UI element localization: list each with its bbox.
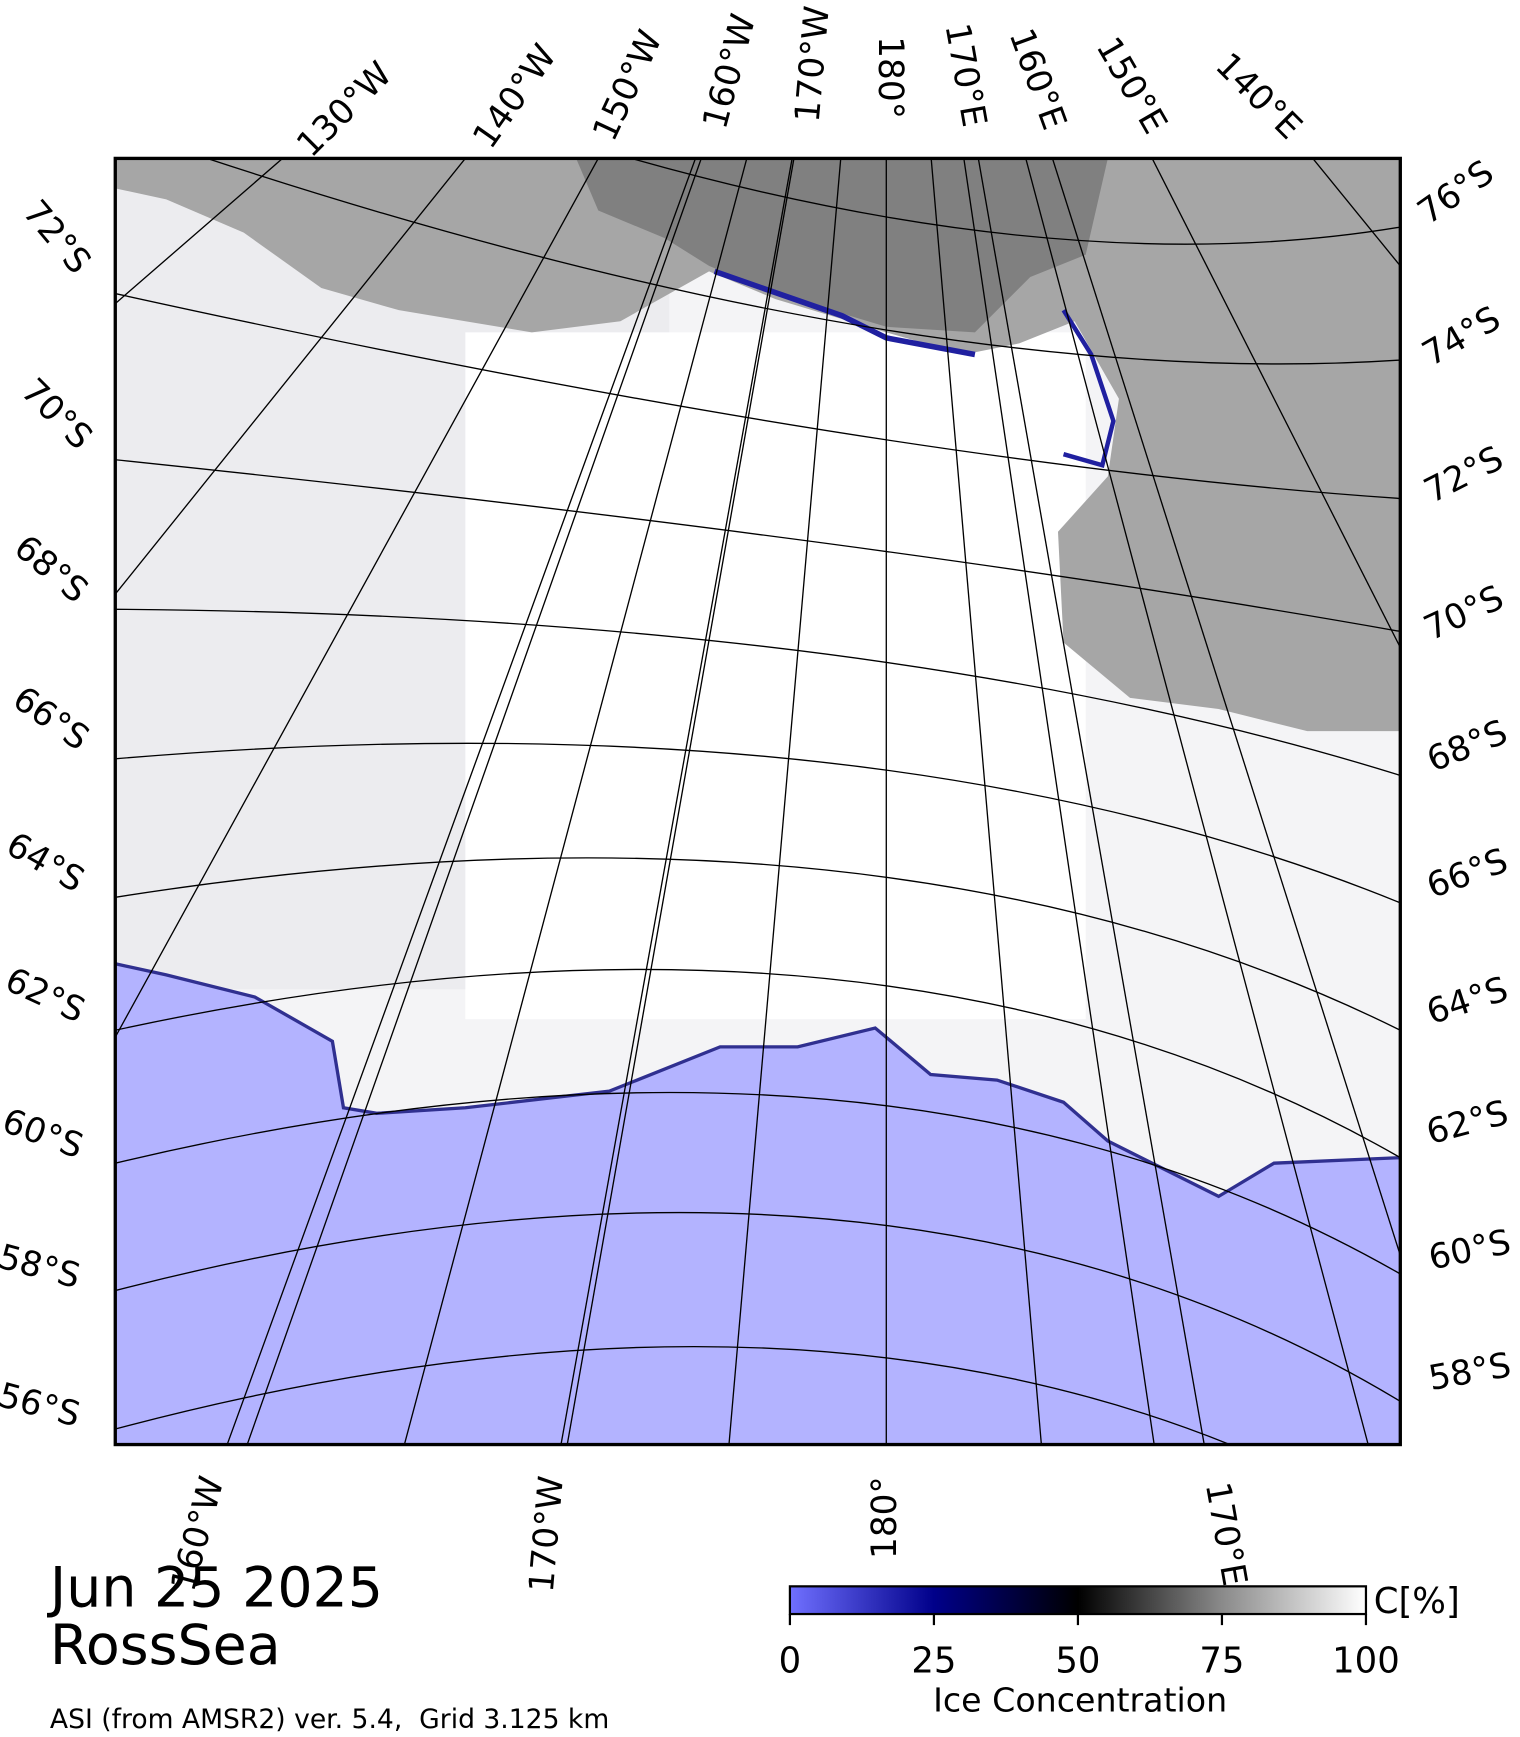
parallel xyxy=(115,968,1401,1159)
date: Jun 25 2025 xyxy=(47,1556,383,1620)
meridian xyxy=(115,158,600,1039)
longitude-label: 130°W xyxy=(289,54,400,165)
latitude-label: 72°S xyxy=(15,193,99,282)
latitude-label: 64°S xyxy=(1422,969,1513,1033)
meridian xyxy=(403,158,748,1445)
latitude-label: 62°S xyxy=(0,960,91,1031)
colorbar-unit: C[%] xyxy=(1374,1581,1460,1622)
parallel xyxy=(629,158,1401,245)
latitude-label: 58°S xyxy=(0,1237,84,1297)
parallel xyxy=(115,608,1401,777)
colorbar-title: Ice Concentration xyxy=(933,1681,1227,1720)
latitude-label: 74°S xyxy=(1416,299,1508,375)
latitude-label: 64°S xyxy=(0,825,91,901)
latitude-label: 58°S xyxy=(1426,1345,1514,1399)
meridian xyxy=(566,158,795,1445)
map-area xyxy=(115,158,1401,1445)
meridian xyxy=(560,158,793,1445)
parallel xyxy=(115,1091,1401,1275)
meridian xyxy=(246,158,702,1445)
graticule xyxy=(115,158,1401,1445)
parallel xyxy=(115,742,1401,904)
latitude-label: 62°S xyxy=(1422,1093,1512,1153)
meridian xyxy=(1151,158,1401,649)
parallel xyxy=(205,158,1401,365)
longitude-label: 170°W xyxy=(522,1474,572,1594)
longitude-label: 170°E xyxy=(937,20,995,130)
ice-shelf xyxy=(576,158,1108,333)
colorbar-tick-label: 100 xyxy=(1332,1641,1400,1682)
colorbar-tick-label: 50 xyxy=(1055,1641,1100,1682)
parallel xyxy=(115,1345,1232,1445)
longitude-label: 160°E xyxy=(1001,23,1074,135)
latitude-label: 60°S xyxy=(0,1101,88,1167)
parallel xyxy=(115,857,1401,1031)
colorbar-ticks: 0 25 50 75 100 xyxy=(779,1614,1400,1682)
colorbar-tick-label: 0 xyxy=(779,1641,802,1682)
latitude-label: 68°S xyxy=(6,527,95,611)
latitude-label: 68°S xyxy=(1422,712,1514,780)
parallel xyxy=(115,1211,1401,1402)
parallel xyxy=(115,292,1401,500)
latitude-label: 66°S xyxy=(1422,841,1513,907)
latitude-label: 66°S xyxy=(5,679,96,759)
region: RossSea xyxy=(50,1614,281,1678)
latitude-label: 56°S xyxy=(0,1375,84,1435)
parallel xyxy=(115,459,1401,633)
colorbar xyxy=(788,1585,1368,1616)
longitude-label: 170°E xyxy=(1197,1479,1255,1589)
meridian xyxy=(1025,158,1369,1445)
meridian xyxy=(1051,158,1401,1258)
latitude-label: 70°S xyxy=(13,371,100,458)
meridian xyxy=(728,158,842,1445)
longitude-label: 140°E xyxy=(1207,45,1309,147)
colorbar-tick-label: 75 xyxy=(1199,1641,1244,1682)
longitude-label: 140°W xyxy=(465,37,565,155)
latitude-label: 76°S xyxy=(1411,153,1502,233)
meridian xyxy=(930,158,1043,1445)
latitude-label: 70°S xyxy=(1418,578,1510,649)
longitude-label: 170°W xyxy=(788,4,838,124)
longitude-label: 180° xyxy=(865,1476,905,1559)
longitude-label: 150°W xyxy=(585,24,671,147)
meridian xyxy=(226,158,697,1445)
meridian xyxy=(963,158,1155,1445)
latitude-label: 60°S xyxy=(1425,1222,1514,1278)
colorbar-tick-label: 25 xyxy=(911,1641,956,1682)
longitude-label: 160°W xyxy=(695,10,764,133)
coast-edge xyxy=(1061,309,1116,469)
map-frame xyxy=(113,156,1402,1447)
source-note: ASI (from AMSR2) ver. 5.4, Grid 3.125 km xyxy=(50,1704,609,1735)
latitude-label: 72°S xyxy=(1418,438,1510,511)
meridian xyxy=(977,158,1205,1445)
longitude-label: 150°E xyxy=(1088,30,1175,140)
land xyxy=(115,158,1401,732)
longitude-label: 180° xyxy=(870,36,910,119)
ice-edge xyxy=(115,962,1401,1199)
